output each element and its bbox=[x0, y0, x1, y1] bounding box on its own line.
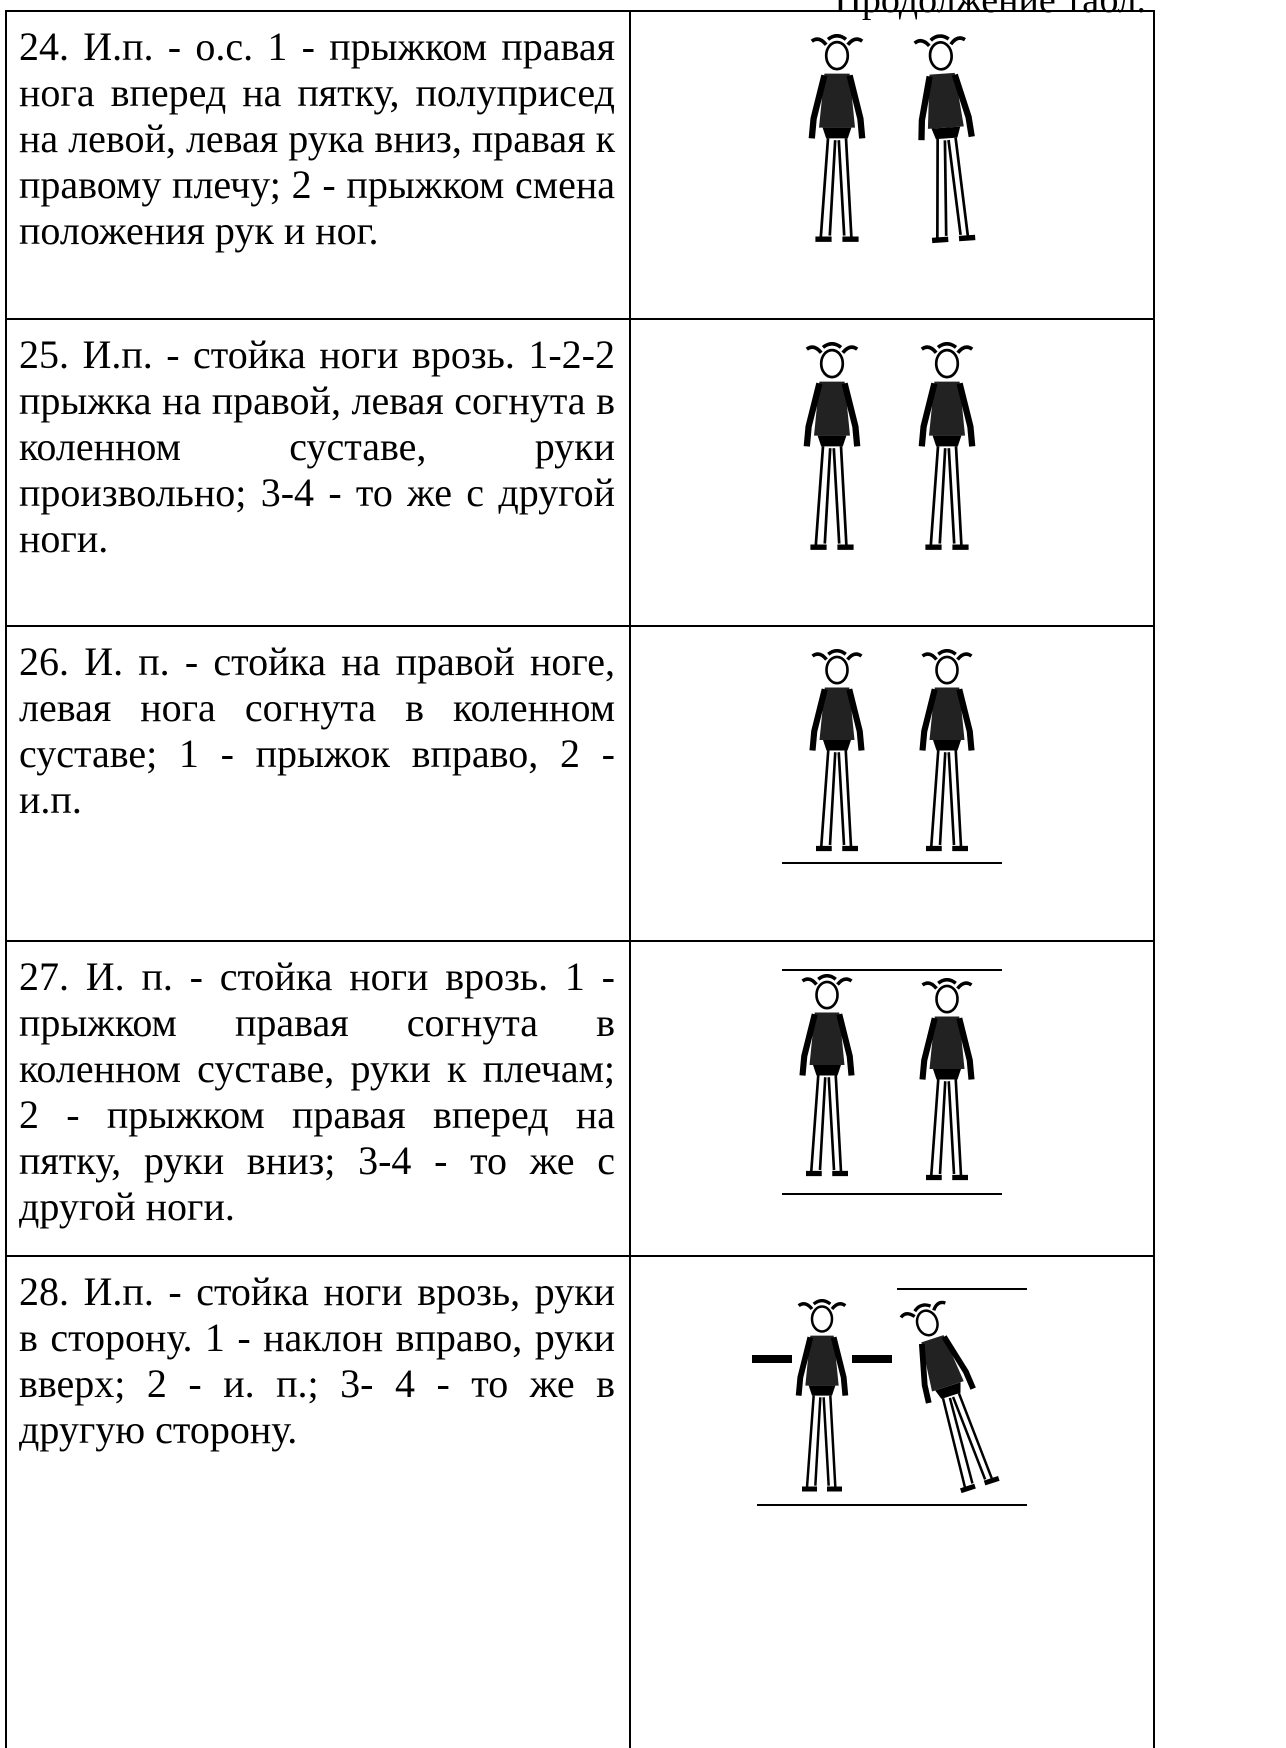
figure bbox=[752, 1288, 1027, 1506]
figure bbox=[762, 34, 1022, 254]
exercise-text: 25. И.п. - стойка ноги врозь. 1-2-2 прыж… bbox=[5, 318, 631, 627]
exercise-text: 24. И.п. - о.с. 1 - прыжком правая нога … bbox=[5, 10, 631, 320]
figure-cell bbox=[629, 318, 1155, 627]
exercise-table: 24. И.п. - о.с. 1 - прыжком правая нога … bbox=[5, 10, 1155, 1748]
figure-cell bbox=[629, 625, 1155, 942]
figure bbox=[762, 342, 1022, 562]
figure bbox=[782, 969, 1002, 1195]
exercise-text: 28. И.п. - стойка ноги врозь, руки в сто… bbox=[5, 1255, 631, 1748]
row: 26. И. п. - стойка на правой ноге, левая… bbox=[5, 625, 1155, 942]
row: 27. И. п. - стойка ноги врозь. 1 - прыжк… bbox=[5, 940, 1155, 1257]
figure-cell bbox=[629, 10, 1155, 320]
exercise-text: 26. И. п. - стойка на правой ноге, левая… bbox=[5, 625, 631, 942]
figure bbox=[782, 649, 1002, 864]
figure-cell bbox=[629, 940, 1155, 1257]
exercise-text: 27. И. п. - стойка ноги врозь. 1 - прыжк… bbox=[5, 940, 631, 1257]
figure-cell bbox=[629, 1255, 1155, 1748]
row: 28. И.п. - стойка ноги врозь, руки в сто… bbox=[5, 1255, 1155, 1748]
row: 24. И.п. - о.с. 1 - прыжком правая нога … bbox=[5, 10, 1155, 320]
row: 25. И.п. - стойка ноги врозь. 1-2-2 прыж… bbox=[5, 318, 1155, 627]
